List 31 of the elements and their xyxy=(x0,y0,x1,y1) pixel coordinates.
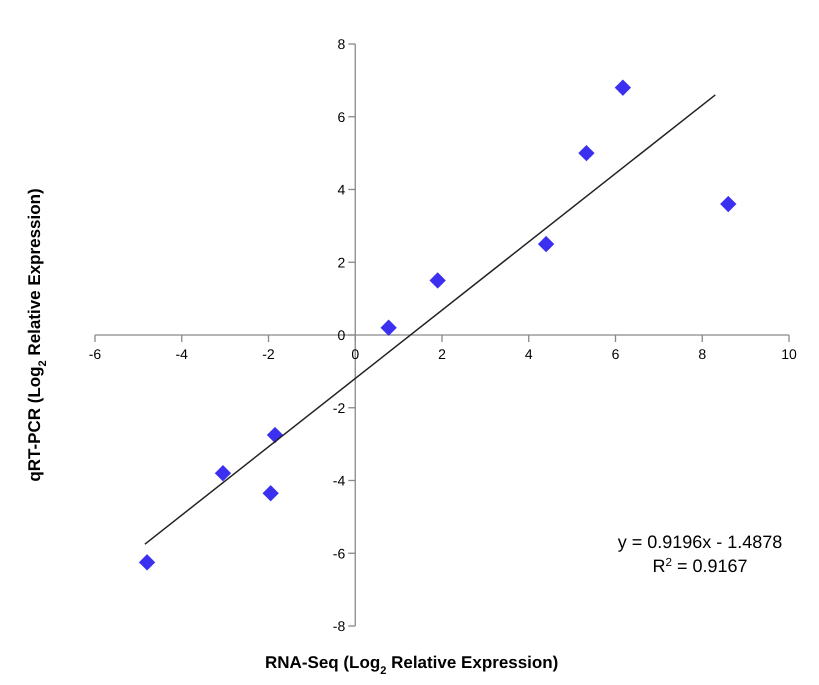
x-axis-title: RNA-Seq (Log$_{2}$ Relative Expression) xyxy=(265,653,558,677)
y-tick-label: -6 xyxy=(332,545,346,562)
y-tick-label: -2 xyxy=(332,400,346,416)
point xyxy=(720,196,736,212)
x-tick-label: 2 xyxy=(438,346,446,362)
x-tick-label: 10 xyxy=(781,346,797,362)
y-tick-label: 4 xyxy=(337,182,346,198)
point xyxy=(214,465,232,482)
y-tick-label: -4 xyxy=(332,472,346,488)
x-tick-label: 8 xyxy=(698,346,706,362)
point xyxy=(262,485,279,502)
point xyxy=(578,144,595,162)
point xyxy=(266,426,284,444)
x-tick-label: -2 xyxy=(262,346,275,362)
point xyxy=(430,272,446,289)
y-tick-label: -8 xyxy=(332,618,346,634)
annotation: R$^{2}$ = 0.9167 xyxy=(652,556,748,576)
y-tick-label: 8 xyxy=(337,36,346,52)
annotation: y = 0.9196x - 1.4878 xyxy=(618,532,782,552)
x-tick-label: 0 xyxy=(351,346,360,362)
x-tick-label: -6 xyxy=(88,346,102,362)
point xyxy=(538,236,554,252)
x-tick-label: 4 xyxy=(524,346,533,362)
y-tick-label: 6 xyxy=(337,108,346,125)
point xyxy=(614,79,632,96)
x-tick-label: -4 xyxy=(176,346,188,362)
y-tick-label: 2 xyxy=(337,254,346,270)
x-tick-label: 6 xyxy=(612,346,620,362)
point xyxy=(380,320,397,336)
point xyxy=(138,554,156,571)
y-tick-label: 0 xyxy=(337,327,346,343)
